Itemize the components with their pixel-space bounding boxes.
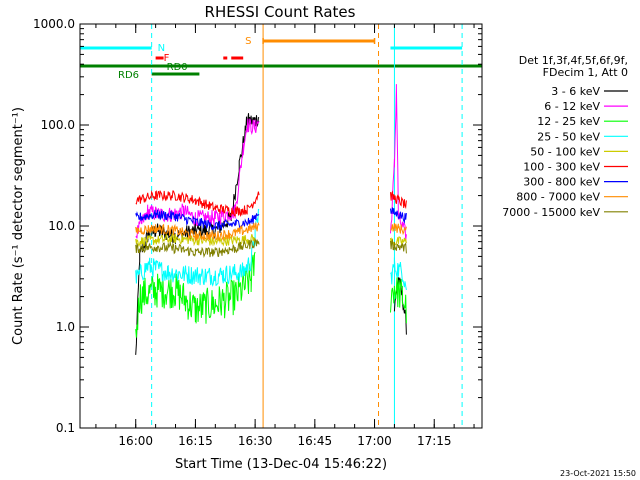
series-line	[135, 113, 407, 355]
legend-entry: 3 - 6 keV	[551, 85, 600, 98]
series-line	[135, 232, 407, 247]
y-tick-label: 100.0	[41, 118, 75, 132]
legend-entry: 50 - 100 keV	[530, 145, 600, 158]
y-axis-label: Count Rate (s⁻¹ detector segment⁻¹)	[11, 107, 26, 345]
flag-label-rd6: RD6	[118, 70, 139, 81]
x-tick-label: 17:00	[357, 434, 392, 448]
flag-label-n: N	[158, 43, 165, 54]
legend-header: FDecim 1, Att 0	[543, 66, 628, 79]
flag-label-s: S	[245, 36, 251, 47]
legend-entry: 12 - 25 keV	[537, 115, 600, 128]
series-lines	[135, 84, 407, 355]
legend-entry: 7000 - 15000 keV	[502, 206, 600, 219]
plot-frame	[79, 23, 483, 429]
x-tick-label: 16:45	[298, 434, 333, 448]
series-line	[135, 221, 407, 242]
legend-header: Det 1f,3f,4f,5f,6f,9f,	[519, 54, 628, 67]
y-tick-label: 1.0	[56, 320, 75, 334]
x-tick-label: 16:30	[238, 434, 273, 448]
series-line	[135, 207, 407, 231]
x-axis-label: Start Time (13-Dec-04 15:46:22)	[175, 457, 387, 472]
series-line	[135, 251, 407, 338]
legend-entry: 25 - 50 keV	[537, 130, 600, 143]
legend-entry: 100 - 300 keV	[523, 161, 600, 174]
legend-entry: 6 - 12 keV	[544, 100, 600, 113]
y-axis: 0.1 1.0 10.0 100.0 1000.0	[33, 17, 482, 435]
legend-entry: 300 - 800 keV	[523, 176, 600, 189]
series-line	[135, 237, 407, 258]
y-tick-label: 0.1	[56, 421, 75, 435]
y-tick-label: 1000.0	[33, 17, 75, 31]
x-axis: 16:00 16:15 16:30 16:45 17:00 17:15	[95, 24, 475, 448]
flag-label-rd0: RD0	[167, 62, 188, 73]
timestamp: 23-Oct-2021 15:50	[560, 469, 636, 478]
legend-entry: 800 - 7000 keV	[516, 191, 600, 204]
series-line	[135, 208, 407, 291]
x-tick-label: 17:15	[417, 434, 452, 448]
series-line	[135, 189, 407, 218]
chart-title: RHESSI Count Rates	[205, 3, 356, 21]
flag-label-f: F	[164, 53, 170, 64]
x-tick-label: 16:00	[118, 434, 153, 448]
x-tick-label: 16:15	[178, 434, 213, 448]
y-tick-label: 10.0	[48, 219, 75, 233]
legend: Det 1f,3f,4f,5f,6f,9f,FDecim 1, Att 0 3 -…	[502, 54, 628, 219]
